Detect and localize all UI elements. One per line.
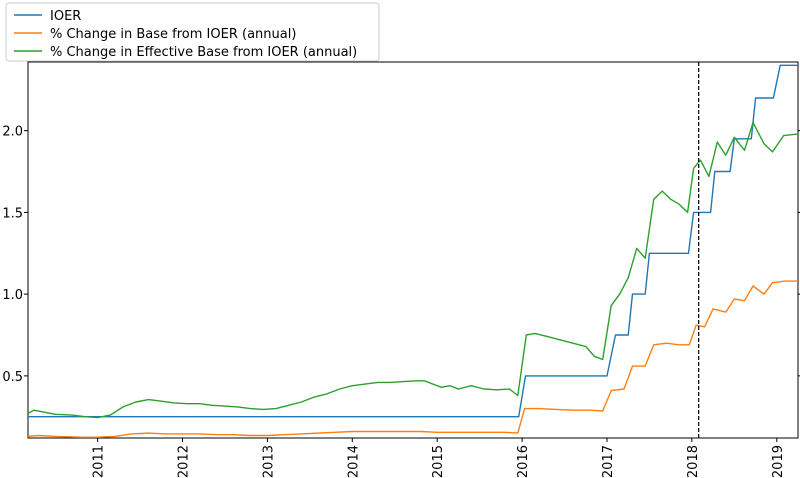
legend-label-0: IOER — [50, 9, 81, 24]
y-tick-label: 0.5 — [2, 370, 23, 385]
x-tick-label: 2012 — [177, 445, 192, 478]
x-tick-label: 2019 — [771, 445, 786, 478]
legend-box — [5, 2, 380, 62]
plot-frame — [27, 61, 799, 439]
legend-label-1: % Change in Base from IOER (annual) — [50, 27, 296, 42]
series-line-1 — [27, 280, 798, 438]
series-line-0 — [28, 64, 798, 418]
y-tick-label: 1.5 — [2, 206, 23, 221]
x-tick-label: 2014 — [346, 445, 361, 478]
x-tick-label: 2015 — [431, 445, 446, 478]
x-tick-label: 2016 — [516, 445, 531, 478]
x-tick-label: 2017 — [601, 445, 616, 478]
y-tick-label: 2.0 — [2, 125, 23, 140]
legend: IOER % Change in Base from IOER (annual)%… — [5, 2, 380, 62]
x-axis: 2011 2012 2013 2014 2015 2016 2017 2018 2019 — [92, 438, 786, 478]
legend-label-2: % Change in Effective Base from IOER (an… — [50, 45, 357, 60]
series-line-2 — [27, 121, 799, 419]
y-axis: 0.5 1.0 1.5 2.0 — [2, 125, 800, 385]
x-tick-label: 2018 — [686, 445, 701, 478]
x-tick-label: 2011 — [92, 445, 107, 478]
x-tick-label: 2013 — [261, 445, 276, 478]
y-tick-label: 1.0 — [2, 288, 23, 303]
series-layer — [27, 64, 799, 438]
